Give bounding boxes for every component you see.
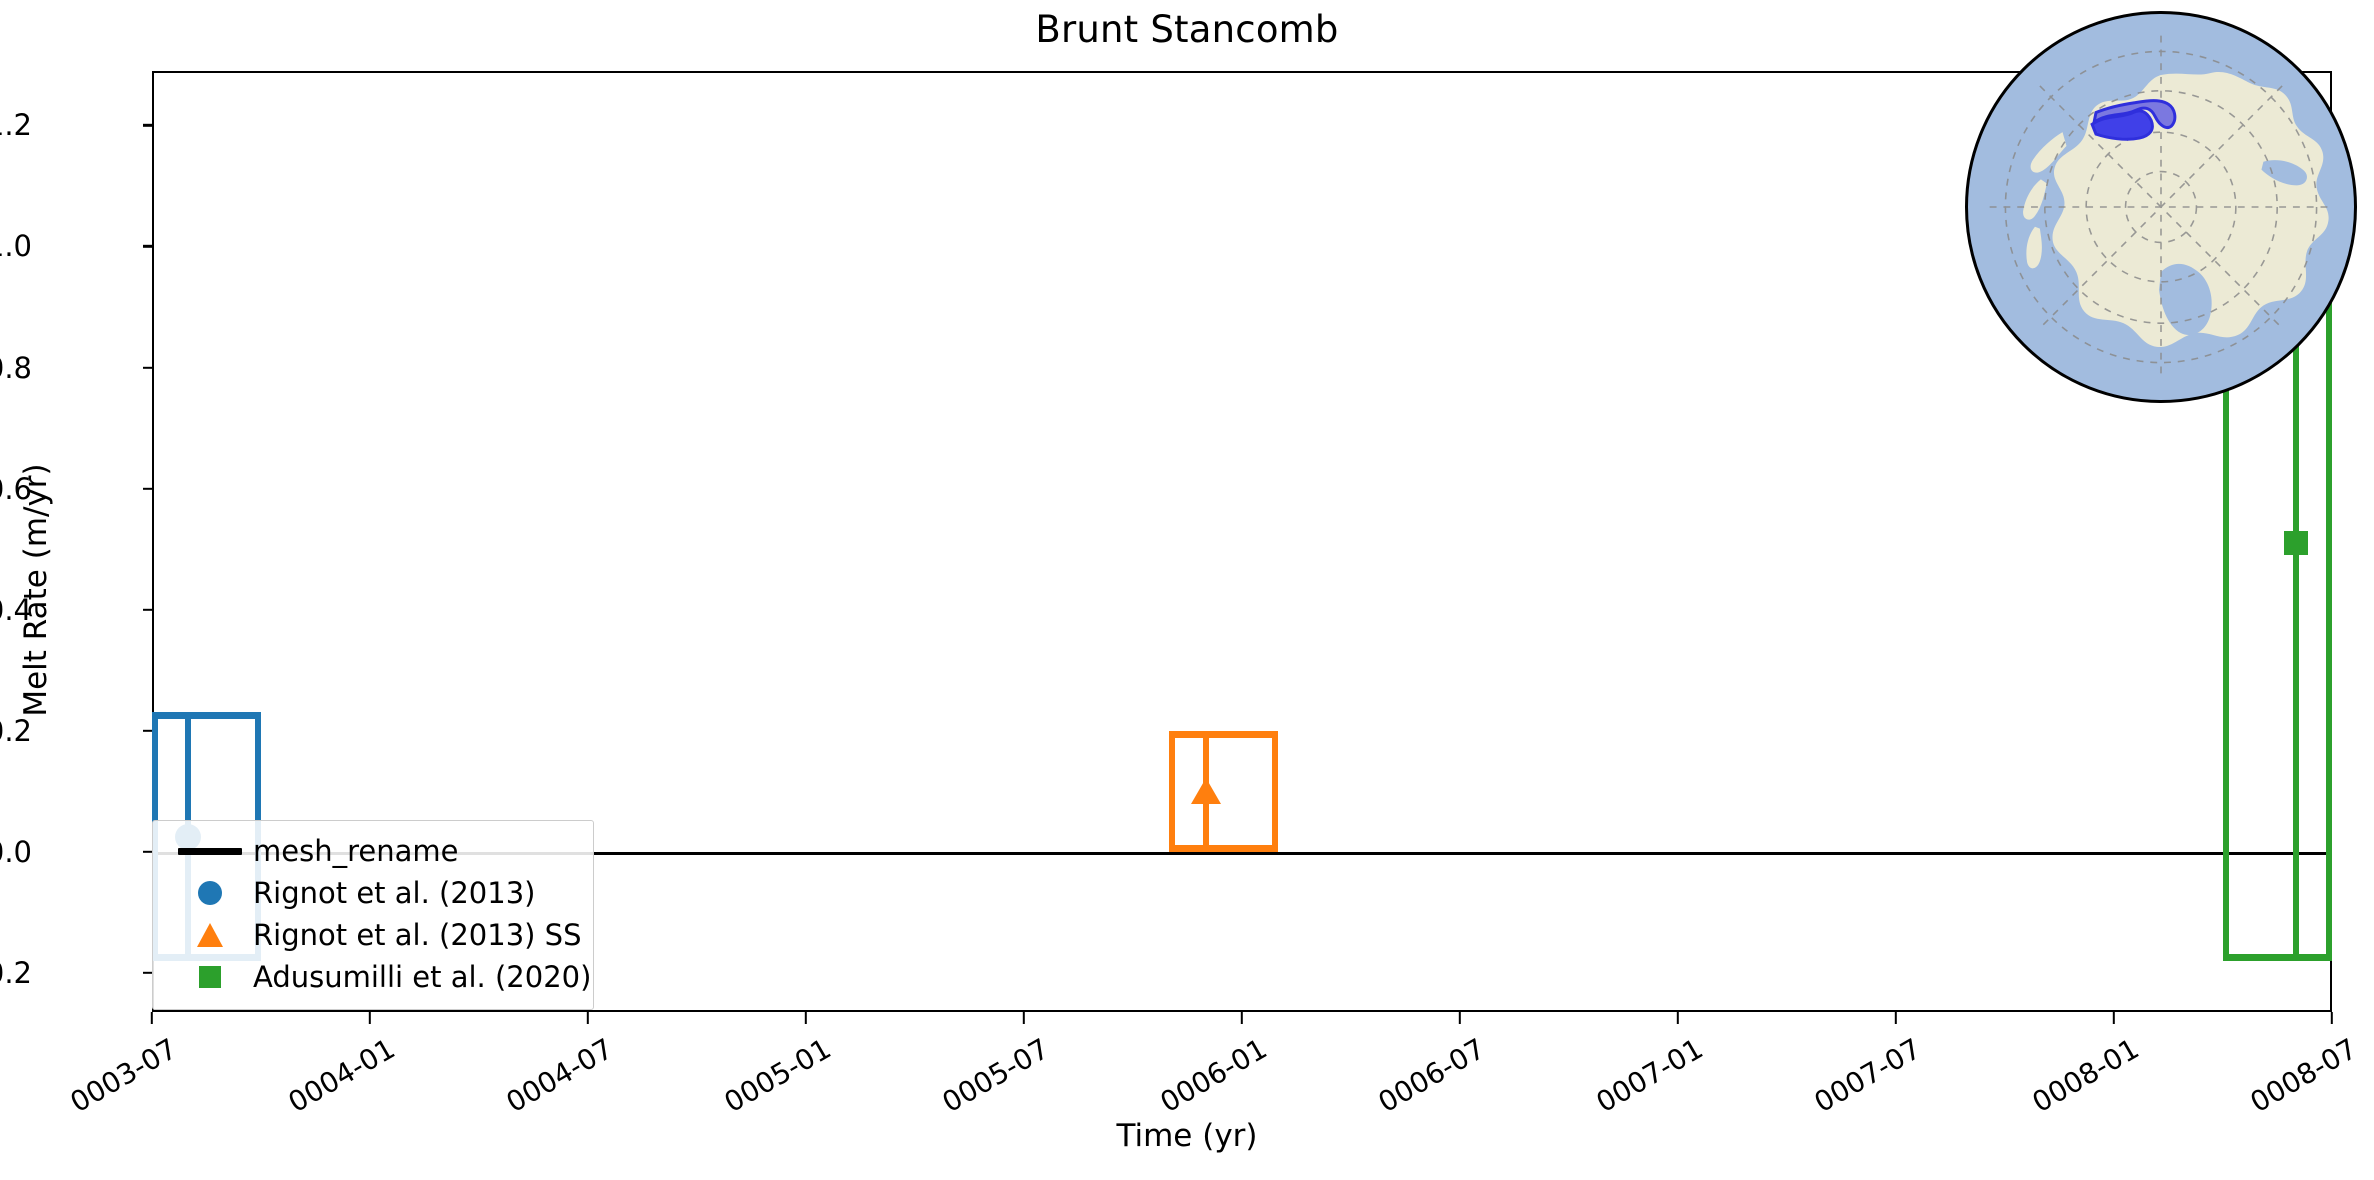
x-tick-mark — [1894, 1012, 1898, 1024]
circle-marker-icon — [167, 881, 253, 905]
square-marker-icon — [167, 966, 253, 988]
x-error-lead-right — [1272, 730, 1279, 852]
x-tick-mark — [804, 1012, 808, 1024]
y-tick-label: 0.0 — [0, 834, 32, 869]
x-tick-mark — [586, 1012, 590, 1024]
zero-reference-line — [154, 852, 2330, 855]
x-tick-mark — [1240, 1012, 1244, 1024]
x-tick-label: 0005-01 — [718, 1032, 837, 1120]
x-tick-label: 0006-07 — [1372, 1032, 1491, 1120]
y-tick-label: −0.2 — [0, 955, 32, 990]
legend-item-label: mesh_rename — [253, 834, 459, 868]
y-tick-mark — [143, 850, 154, 853]
legend-item-label: Rignot et al. (2013) SS — [253, 918, 582, 952]
map-graphic — [1989, 35, 2333, 379]
y-tick-mark — [143, 124, 154, 127]
triangle-marker-icon — [167, 923, 253, 947]
legend-item[interactable]: mesh_rename — [167, 830, 579, 872]
x-tick-mark — [150, 1012, 154, 1024]
x-tick-label: 0008-01 — [2026, 1032, 2145, 1120]
x-error-lead-right — [2326, 125, 2332, 961]
legend-item-label: Adusumilli et al. (2020) — [253, 960, 592, 994]
y-tick-mark — [143, 245, 154, 248]
y-tick-label: 0.2 — [0, 713, 32, 748]
x-tick-mark — [1022, 1012, 1026, 1024]
antarctica-locator-map — [1965, 11, 2357, 403]
y-tick-label: 0.4 — [0, 592, 32, 627]
x-tick-label: 0004-07 — [500, 1032, 619, 1120]
x-tick-label: 0004-01 — [282, 1032, 401, 1120]
x-tick-mark — [1676, 1012, 1680, 1024]
x-tick-mark — [2330, 1012, 2334, 1024]
land-mass — [2023, 72, 2329, 348]
legend-item[interactable]: Rignot et al. (2013) SS — [167, 914, 582, 956]
legend-marker-swatch — [197, 923, 223, 947]
x-tick-label: 0007-01 — [1590, 1032, 1709, 1120]
legend-item-label: Rignot et al. (2013) — [253, 876, 536, 910]
error-cap-upper — [1169, 730, 1279, 738]
x-tick-mark — [2112, 1012, 2116, 1024]
error-cap-lower — [2223, 953, 2332, 961]
y-tick-label: 1.2 — [0, 108, 32, 143]
data-point-triangle-marker[interactable] — [1190, 778, 1221, 805]
x-axis-label: Time (yr) — [1116, 1118, 1258, 1154]
legend-marker-swatch — [198, 881, 222, 905]
y-tick-mark — [143, 366, 154, 369]
data-point-square-marker[interactable] — [2283, 531, 2308, 555]
y-tick-mark — [143, 729, 154, 732]
error-cap-lower — [1169, 844, 1279, 852]
line-key-icon — [167, 847, 253, 855]
y-tick-label: 1.0 — [0, 229, 32, 264]
error-bar-triangle — [1169, 730, 1279, 852]
x-tick-label: 0008-07 — [2244, 1032, 2363, 1120]
legend-item[interactable]: Adusumilli et al. (2020) — [167, 956, 591, 998]
x-tick-mark — [368, 1012, 372, 1024]
x-tick-mark — [1458, 1012, 1462, 1024]
legend-marker-swatch — [199, 966, 221, 988]
x-error-lead-left — [1169, 730, 1176, 852]
legend-item[interactable]: Rignot et al. (2013) — [167, 872, 579, 914]
y-tick-label: 0.6 — [0, 471, 32, 506]
legend-line-swatch — [178, 847, 242, 855]
sea-inlet-2 — [2261, 160, 2307, 186]
error-cap-upper — [152, 712, 261, 720]
x-tick-label: 0003-07 — [64, 1032, 183, 1120]
y-tick-mark — [143, 608, 154, 611]
x-error-lead-left — [2223, 125, 2229, 961]
y-tick-mark — [143, 971, 154, 974]
globe-disc — [1965, 11, 2357, 403]
x-tick-label: 0005-07 — [936, 1032, 1055, 1120]
x-tick-label: 0007-07 — [1808, 1032, 1927, 1120]
x-tick-label: 0006-01 — [1154, 1032, 1273, 1120]
chart-legend[interactable]: mesh_rename Rignot et al. (2013) Rignot et… — [152, 820, 594, 1010]
page-title: Brunt Stancomb — [1035, 8, 1339, 51]
y-tick-mark — [143, 487, 154, 490]
graticule-lines — [1989, 35, 2333, 379]
y-tick-label: 0.8 — [0, 350, 32, 385]
highlight-ice-shelf — [2090, 99, 2177, 141]
